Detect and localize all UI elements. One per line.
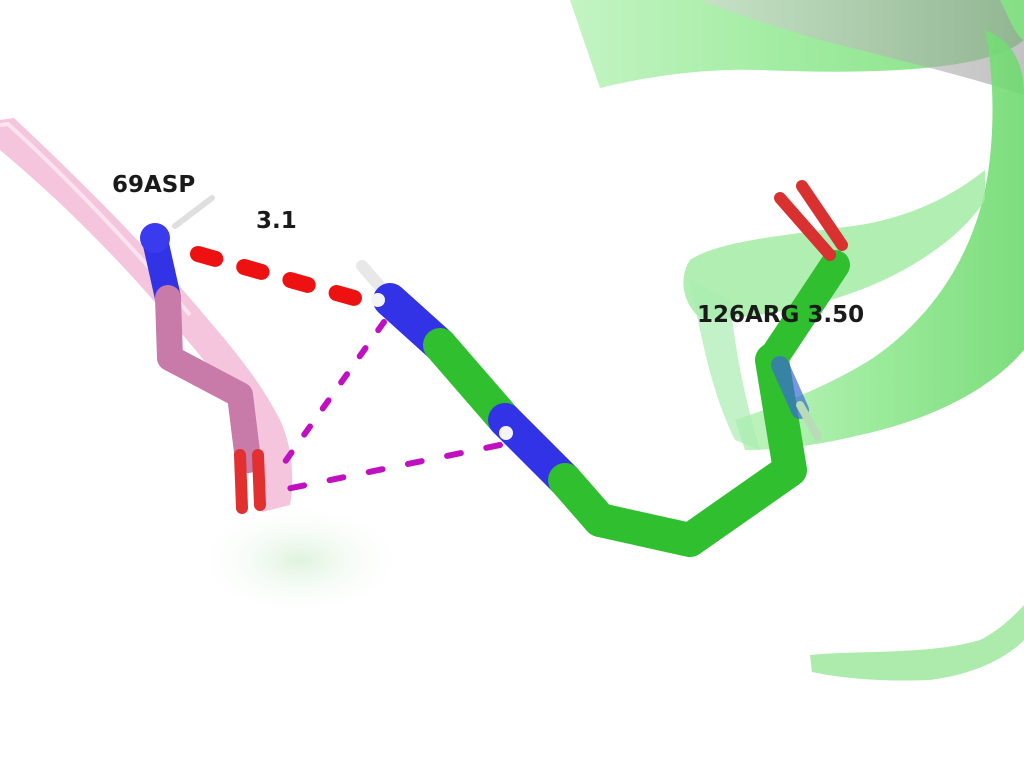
label-asp69: 69ASP [112, 172, 195, 198]
label-distance: 3.1 [256, 208, 297, 234]
arg-h-backbone [796, 401, 822, 441]
helix-inner-grey [700, 0, 1024, 95]
hbond-main-line [190, 246, 380, 311]
asp69-sticks [140, 192, 266, 514]
asp-nh-bond-shade [172, 195, 215, 229]
helix-right-band [735, 30, 1024, 450]
label-arg126: 126ARG 3.50 [697, 302, 864, 328]
hbond-secondary-1 [279, 319, 387, 469]
arg-h-nh [371, 293, 385, 307]
asp-backbone-c [155, 285, 261, 473]
hbond-secondary [269, 319, 503, 495]
arg126-sticks [356, 180, 850, 557]
hbond-secondary-2 [269, 442, 503, 495]
helix-lower-fold [690, 280, 760, 450]
hbond-main [190, 246, 380, 311]
green-helix-ribbon [570, 0, 1024, 681]
arg-ca-carbonyl [757, 250, 850, 375]
helix-bottom-tail [810, 605, 1024, 681]
shadow-blob [190, 500, 410, 620]
arg-h-ne [499, 426, 513, 440]
arg-backbone-n [771, 356, 809, 419]
asp-carbonyl-o2 [252, 449, 266, 511]
arg-o1 [774, 192, 836, 261]
asp-carbonyl-o1 [234, 449, 248, 514]
arg-chain [548, 343, 807, 557]
asp-n-atom [140, 223, 170, 253]
arg-o2 [796, 180, 848, 251]
